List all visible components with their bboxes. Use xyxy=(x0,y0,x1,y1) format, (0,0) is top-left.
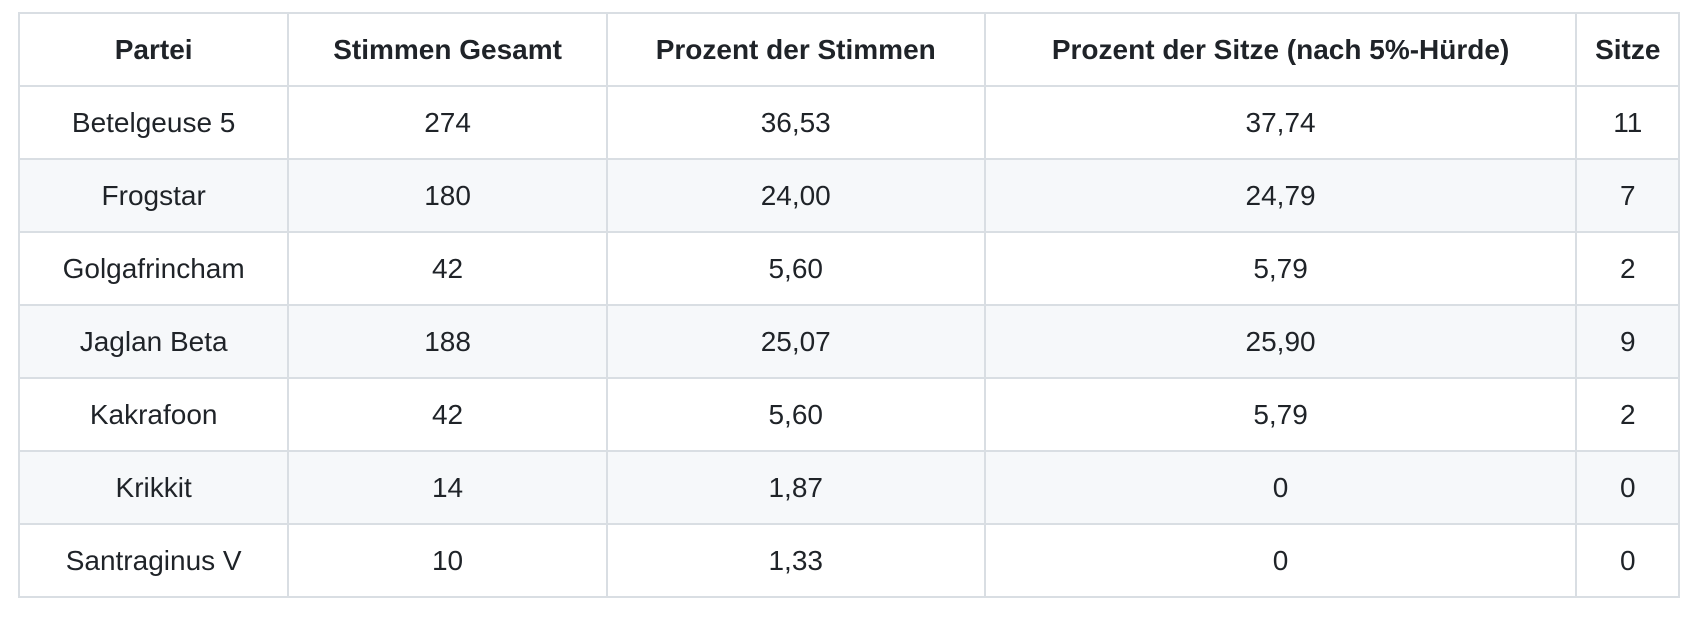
cell-seats: 9 xyxy=(1575,304,1680,379)
cell-votes-total: 14 xyxy=(287,450,608,525)
table-row-jaglan-beta: Jaglan Beta 188 25,07 25,90 9 xyxy=(17,304,1680,379)
cell-party-name: Kakrafoon xyxy=(17,377,290,452)
cell-votes-total: 10 xyxy=(287,523,608,598)
table-row-santraginus-v: Santraginus V 10 1,33 0 0 xyxy=(17,523,1680,598)
cell-party-name: Krikkit xyxy=(17,450,290,525)
cell-party-name: Jaglan Beta xyxy=(17,304,290,379)
cell-seat-percent: 0 xyxy=(983,523,1578,598)
cell-seat-percent: 25,90 xyxy=(983,304,1578,379)
cell-seat-percent: 24,79 xyxy=(983,158,1578,233)
table-row-betelgeuse-5: Betelgeuse 5 274 36,53 37,74 11 xyxy=(17,85,1680,160)
cell-votes-total: 42 xyxy=(287,231,608,306)
cell-seats: 2 xyxy=(1575,377,1680,452)
cell-vote-percent: 1,33 xyxy=(605,523,986,598)
cell-vote-percent: 25,07 xyxy=(605,304,986,379)
header-cell-prozent-der-sitze: Prozent der Sitze (nach 5%-Hürde) xyxy=(983,12,1578,87)
cell-vote-percent: 5,60 xyxy=(605,231,986,306)
cell-seats: 7 xyxy=(1575,158,1680,233)
header-cell-prozent-der-stimmen: Prozent der Stimmen xyxy=(605,12,986,87)
header-cell-sitze: Sitze xyxy=(1575,12,1680,87)
header-cell-stimmen-gesamt: Stimmen Gesamt xyxy=(287,12,608,87)
cell-seat-percent: 0 xyxy=(983,450,1578,525)
cell-vote-percent: 1,87 xyxy=(605,450,986,525)
cell-seat-percent: 37,74 xyxy=(983,85,1578,160)
cell-vote-percent: 24,00 xyxy=(605,158,986,233)
cell-party-name: Frogstar xyxy=(17,158,290,233)
table-body: Betelgeuse 5 274 36,53 37,74 11 Frogstar… xyxy=(17,85,1680,598)
table-row-kakrafoon: Kakrafoon 42 5,60 5,79 2 xyxy=(17,377,1680,452)
cell-votes-total: 180 xyxy=(287,158,608,233)
table-header: Partei Stimmen Gesamt Prozent der Stimme… xyxy=(17,12,1680,87)
cell-party-name: Santraginus V xyxy=(17,523,290,598)
election-results-table: Partei Stimmen Gesamt Prozent der Stimme… xyxy=(17,12,1680,598)
cell-seat-percent: 5,79 xyxy=(983,377,1578,452)
cell-seat-percent: 5,79 xyxy=(983,231,1578,306)
table-row-frogstar: Frogstar 180 24,00 24,79 7 xyxy=(17,158,1680,233)
cell-vote-percent: 36,53 xyxy=(605,85,986,160)
cell-votes-total: 188 xyxy=(287,304,608,379)
cell-seats: 2 xyxy=(1575,231,1680,306)
cell-seats: 0 xyxy=(1575,523,1680,598)
cell-party-name: Betelgeuse 5 xyxy=(17,85,290,160)
cell-votes-total: 274 xyxy=(287,85,608,160)
table-row-golgafrincham: Golgafrincham 42 5,60 5,79 2 xyxy=(17,231,1680,306)
table-row-krikkit: Krikkit 14 1,87 0 0 xyxy=(17,450,1680,525)
cell-party-name: Golgafrincham xyxy=(17,231,290,306)
header-cell-partei: Partei xyxy=(17,12,290,87)
cell-seats: 0 xyxy=(1575,450,1680,525)
cell-votes-total: 42 xyxy=(287,377,608,452)
cell-vote-percent: 5,60 xyxy=(605,377,986,452)
cell-seats: 11 xyxy=(1575,85,1680,160)
header-row: Partei Stimmen Gesamt Prozent der Stimme… xyxy=(17,12,1680,87)
